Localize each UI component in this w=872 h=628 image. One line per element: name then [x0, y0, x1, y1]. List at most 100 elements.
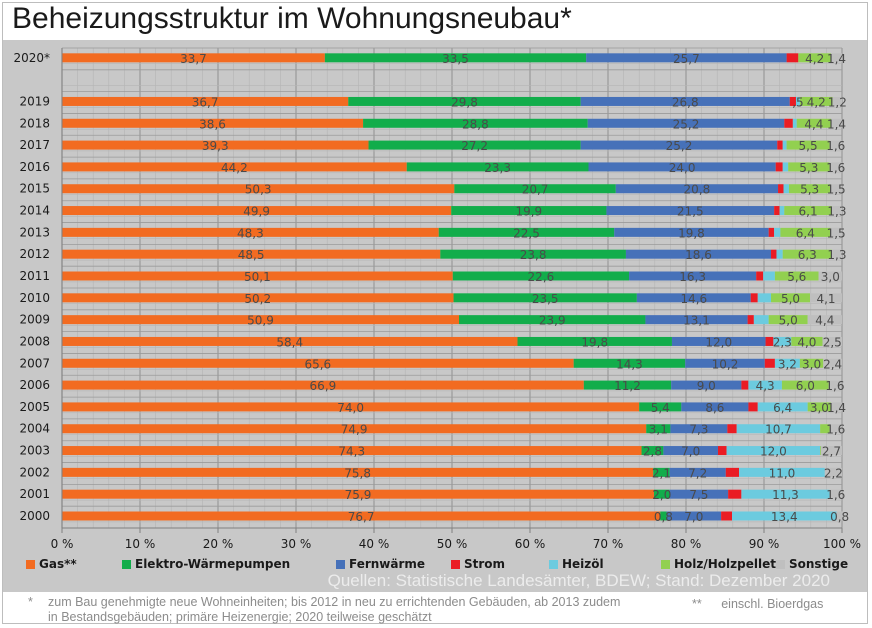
data-label: 76,7 — [348, 510, 375, 524]
data-label: 7,0 — [684, 510, 703, 524]
data-label: 20,8 — [684, 183, 711, 197]
bar-segment-holz-holzpellets — [791, 336, 823, 346]
y-axis-label: 2004 — [19, 422, 50, 436]
legend-item: Fernwärme — [336, 557, 425, 571]
data-label: 1,4 — [827, 401, 846, 415]
data-label: 0,8 — [654, 510, 673, 524]
bar-segment-strom — [775, 162, 783, 172]
bar-segment-strom — [747, 315, 754, 325]
data-label: 23,3 — [484, 161, 511, 175]
data-label: 6,1 — [799, 205, 818, 219]
bar-segment-holz-holzpellets — [799, 358, 824, 368]
data-label: 2,3 — [773, 335, 792, 349]
bar-segment-elektro-w-rmepumpen — [583, 380, 672, 390]
bar-segment-sonstige — [822, 336, 842, 346]
data-label: 25,7 — [673, 52, 700, 66]
legend-swatch — [122, 559, 131, 569]
footnote-star-mark: * — [28, 595, 33, 609]
bar-segment-heiz-l — [757, 293, 772, 303]
data-label: 0,8 — [830, 510, 849, 524]
data-label: 5,6 — [787, 270, 806, 284]
data-label: 1,6 — [825, 379, 844, 393]
data-label: 2,5 — [823, 335, 842, 349]
data-label: 7,3 — [689, 423, 708, 437]
data-label: 7,2 — [688, 466, 707, 480]
legend-label: Gas** — [39, 557, 77, 571]
bar-segment-strom — [771, 249, 777, 259]
data-label: 13,4 — [771, 510, 798, 524]
bar-segment-strom — [777, 140, 783, 150]
y-axis-label: 2011 — [19, 269, 50, 283]
footnote-star-line1: zum Bau genehmigte neue Wohneinheiten; b… — [48, 595, 621, 609]
bar-segment-elektro-w-rmepumpen — [517, 336, 672, 346]
data-label: 3,0 — [821, 270, 840, 284]
bar-segment-holz-holzpellets — [788, 184, 831, 194]
bar-segment-elektro-w-rmepumpen — [324, 53, 587, 63]
chart-title: Beheizungsstruktur im Wohnungsneubau* — [12, 2, 572, 35]
bar-segment-sonstige — [810, 293, 842, 303]
data-label: 16,3 — [679, 270, 706, 284]
data-label: 1,4 — [827, 117, 846, 131]
legend-label: Sonstige — [789, 557, 849, 571]
bar-segment-fernw-rme — [669, 467, 726, 477]
x-tick-label: 0 % — [51, 537, 74, 551]
bar-segment-holz-holzpellets — [784, 206, 832, 216]
data-label: 74,9 — [341, 423, 368, 437]
legend-swatch — [26, 559, 35, 569]
data-label: 20,7 — [522, 183, 549, 197]
data-label: 44,2 — [221, 161, 248, 175]
bar-segment-strom — [750, 293, 758, 303]
bar-segment-strom — [756, 271, 764, 281]
bar-segment-fernw-rme — [666, 511, 722, 521]
y-axis-label: 2000 — [19, 509, 50, 523]
source-note: Quellen: Statistische Landesämter, BDEW;… — [327, 571, 830, 590]
y-axis-label: 2007 — [19, 356, 50, 370]
data-label: 29,8 — [451, 95, 478, 109]
bar-segment-gas — [62, 489, 655, 499]
bar-segment-gas — [62, 162, 407, 172]
bar-segment-sonstige — [824, 467, 842, 477]
bar-segment-fernw-rme — [645, 315, 748, 325]
bar-segment-holz-holzpellets — [771, 293, 811, 303]
bar-segment-gas — [62, 424, 647, 434]
bar-segment-heiz-l — [779, 206, 785, 216]
bar-segment-heiz-l — [753, 315, 769, 325]
footnote-star-line2: in Bestandsgebäuden; primäre Heizenergie… — [48, 610, 432, 624]
bar-segment-fernw-rme — [636, 293, 751, 303]
legend-item: Gas** — [26, 557, 77, 571]
data-label: 4,3 — [756, 379, 775, 393]
bar-segment-elektro-w-rmepumpen — [459, 315, 646, 325]
data-label: 7,5 — [689, 488, 708, 502]
legend-swatch — [776, 559, 785, 569]
bar-segment-fernw-rme — [580, 140, 778, 150]
data-label: 21,5 — [677, 205, 704, 219]
data-label: 4,4 — [804, 117, 823, 131]
data-label: 12,0 — [705, 335, 732, 349]
bar-segment-elektro-w-rmepumpen — [653, 467, 670, 477]
bar-segment-elektro-w-rmepumpen — [639, 402, 682, 412]
bar-segment-strom — [717, 446, 727, 456]
legend-label: Strom — [464, 557, 506, 571]
footnote-double-star: ** einschl. Bioerdgas — [692, 597, 823, 611]
bar-segment-gas — [62, 467, 654, 477]
data-label: 33,5 — [442, 52, 469, 66]
bar-segment-gas — [62, 380, 584, 390]
data-label: 50,1 — [244, 270, 271, 284]
data-labels: 33,7 33,5 25,7 4,2 1,436,7 29,8 26,8,5 4,2 1,238… — [180, 52, 849, 524]
bar-segment-heiz-l — [748, 380, 782, 390]
y-axis-labels: 2020* 2019 2018 2017 2016 2015 2014 2013 2012 201… — [13, 51, 50, 523]
bar-segment-fernw-rme — [614, 227, 769, 237]
bar-segment-holz-holzpellets — [780, 227, 831, 237]
x-axis-ticks: 0 % 10 % 20 % 30 % 40 % 50 % 60 % 70 % 80 % 90 % 1… — [51, 48, 861, 551]
bar-segment-heiz-l — [741, 489, 830, 499]
data-label: 1,3 — [827, 248, 846, 262]
bar-segment-elektro-w-rmepumpen — [641, 446, 664, 456]
bar-segment-gas — [62, 336, 518, 346]
bar-segment-fernw-rme — [669, 489, 729, 499]
data-label: 50,9 — [247, 314, 274, 328]
footnote-star: * zum Bau genehmigte neue Wohneinheiten;… — [28, 595, 620, 625]
bar-segment-sonstige — [807, 315, 842, 325]
bar-segment-holz-holzpellets — [768, 315, 808, 325]
